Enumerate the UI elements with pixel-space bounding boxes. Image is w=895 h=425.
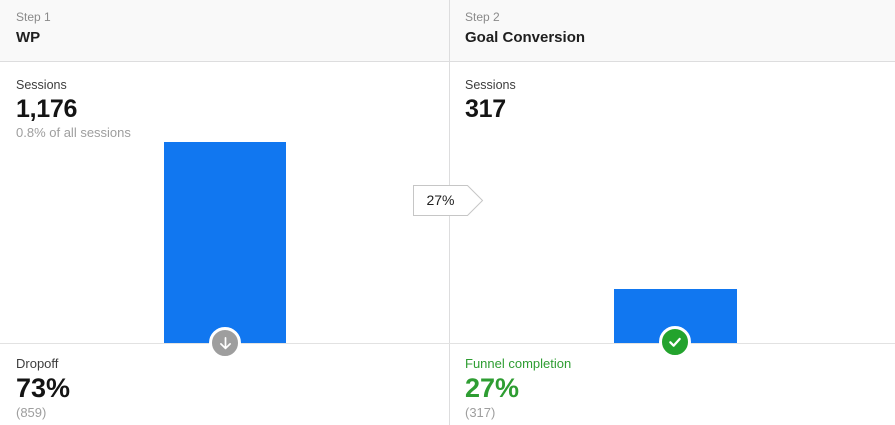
checkmark-icon	[669, 337, 681, 347]
dropoff-indicator	[209, 327, 241, 359]
chart-baseline	[0, 343, 895, 344]
step2-header: Step 2 Goal Conversion	[465, 9, 585, 48]
step2-sessions-label: Sessions	[465, 78, 516, 92]
step1-sessions-subtext: 0.8% of all sessions	[16, 125, 131, 140]
conversion-rate-badge: 27%	[413, 185, 484, 216]
completion-indicator	[659, 326, 691, 358]
arrow-down-icon	[219, 336, 231, 349]
step1-step-label: Step 1	[16, 10, 51, 24]
step1-sessions-block: Sessions 1,176 0.8% of all sessions	[16, 78, 131, 141]
arrow-badge-shape	[413, 185, 484, 216]
dropoff-label: Dropoff	[16, 356, 59, 371]
step1-title: WP	[16, 29, 41, 46]
step1-sessions-value: 1,176	[16, 95, 78, 123]
step2-completion-block: Funnel completion 27% (317)	[465, 356, 571, 421]
step2-step-label: Step 2	[465, 10, 500, 24]
header-band	[0, 0, 895, 62]
dropoff-percent: 73%	[16, 373, 71, 403]
dropoff-count: (859)	[16, 405, 47, 420]
step1-dropoff-block: Dropoff 73% (859)	[16, 356, 70, 421]
completion-percent: 27%	[465, 373, 520, 403]
step2-title: Goal Conversion	[465, 29, 586, 46]
completion-count: (317)	[465, 405, 496, 420]
step1-sessions-label: Sessions	[16, 78, 67, 92]
step2-sessions-value: 317	[465, 95, 506, 123]
completion-label: Funnel completion	[465, 356, 572, 371]
step2-sessions-block: Sessions 317	[465, 78, 516, 124]
step1-header: Step 1 WP	[16, 9, 51, 48]
step1-bar[interactable]	[164, 142, 286, 343]
conversion-rate-label: 27%	[426, 192, 455, 208]
